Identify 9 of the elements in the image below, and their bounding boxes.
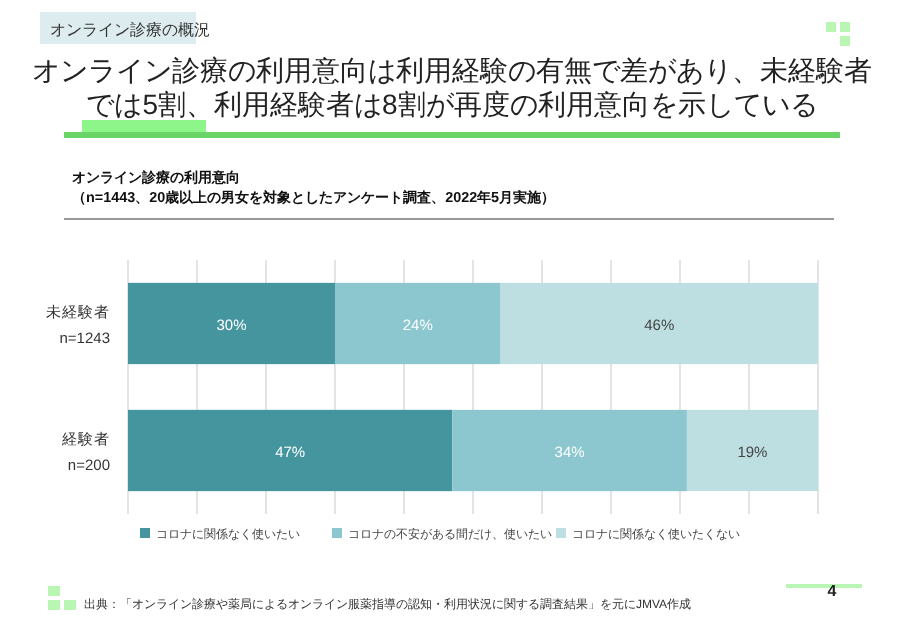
bar [128,282,335,365]
bar [335,282,501,365]
bar [500,282,818,365]
bar [452,409,687,492]
bar [686,409,818,492]
bar [128,409,453,492]
chart-title: オンライン診療の利用意向は利用経験の有無で差があり、未経験者では5割、利用経験者は8割が再度の利用意向を示している [32,54,872,120]
text: オンライン診療の概況 [50,21,210,39]
text: 4 [827,582,838,600]
